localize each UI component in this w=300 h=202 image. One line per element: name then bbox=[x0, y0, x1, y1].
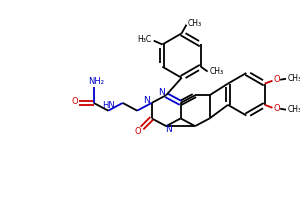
Text: HN: HN bbox=[102, 101, 115, 110]
Text: N: N bbox=[165, 125, 172, 135]
Text: NH₂: NH₂ bbox=[88, 77, 105, 86]
Text: CH₃: CH₃ bbox=[288, 74, 300, 83]
Text: CH₃: CH₃ bbox=[209, 67, 224, 76]
Text: O: O bbox=[135, 127, 141, 136]
Text: O: O bbox=[273, 75, 280, 84]
Text: H₃C: H₃C bbox=[137, 35, 151, 44]
Text: O: O bbox=[71, 98, 78, 106]
Text: O: O bbox=[273, 104, 280, 113]
Text: N: N bbox=[143, 97, 150, 105]
Text: N: N bbox=[158, 88, 165, 97]
Text: CH₃: CH₃ bbox=[288, 105, 300, 114]
Text: CH₃: CH₃ bbox=[188, 19, 202, 28]
